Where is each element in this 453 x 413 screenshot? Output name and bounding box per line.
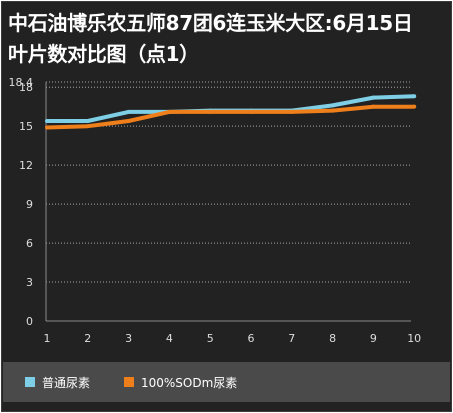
chart-title-line-2: 叶片数对比图（点1） xyxy=(8,42,199,66)
data-point-series-2-9 xyxy=(371,104,376,109)
y-tick-label-4: 12 xyxy=(19,159,33,172)
x-tick-label-8: 8 xyxy=(329,332,336,345)
legend-item-series-1: 普通尿素 xyxy=(25,375,91,390)
data-point-series-2-6 xyxy=(249,109,253,114)
x-tick-label-10: 10 xyxy=(407,332,421,345)
y-tick-label-6: 18 xyxy=(19,81,33,94)
legend-label-series-1: 普通尿素 xyxy=(42,375,91,390)
data-point-series-1-2 xyxy=(85,118,90,123)
y-tick-label-1: 3 xyxy=(26,276,33,289)
data-point-series-2-2 xyxy=(85,124,90,129)
data-point-series-1-10 xyxy=(412,94,417,99)
gridlines xyxy=(46,81,411,283)
chart-title: 中石油博乐农五师87团6连玉米大区:6月15日 叶片数对比图（点1） xyxy=(8,8,448,70)
legend-swatch-series-2 xyxy=(124,377,134,387)
y-tick-label-0: 0 xyxy=(26,315,33,328)
x-tick-label-9: 9 xyxy=(370,332,377,345)
y-tick-label-3: 9 xyxy=(26,198,33,211)
y-tick-label-2: 6 xyxy=(26,237,33,250)
y-tick-label-5: 15 xyxy=(19,120,33,133)
data-point-series-2-1 xyxy=(45,125,49,130)
series-line-2 xyxy=(46,104,415,130)
data-point-series-1-8 xyxy=(330,103,335,108)
x-tick-label-7: 7 xyxy=(288,332,295,345)
x-tick-label-6: 6 xyxy=(248,332,255,345)
legend-swatch-series-1 xyxy=(25,377,35,387)
data-point-series-2-8 xyxy=(330,108,335,113)
data-point-series-2-3 xyxy=(126,118,131,123)
data-point-series-2-10 xyxy=(412,104,417,109)
data-point-series-2-5 xyxy=(208,109,213,114)
chart-title-line-1: 中石油博乐农五师87团6连玉米大区:6月15日 xyxy=(8,11,413,35)
x-tick-label-2: 2 xyxy=(84,332,91,345)
data-point-series-2-4 xyxy=(167,109,172,114)
data-point-series-1-9 xyxy=(371,95,376,100)
legend-item-series-2: 100%SODm尿素 xyxy=(124,375,238,390)
x-tick-label-1: 1 xyxy=(44,332,51,345)
data-point-series-1-1 xyxy=(45,118,49,123)
legend: 普通尿素 100%SODm尿素 xyxy=(3,362,450,402)
data-point-series-1-3 xyxy=(126,109,131,114)
x-tick-label-5: 5 xyxy=(207,332,214,345)
y-tick-label-7: 18.4 xyxy=(9,76,34,89)
x-tick-label-4: 4 xyxy=(166,332,173,345)
data-point-series-2-7 xyxy=(289,109,294,114)
x-tick-label-3: 3 xyxy=(125,332,132,345)
legend-label-series-2: 100%SODm尿素 xyxy=(141,375,238,390)
series-lines xyxy=(45,94,417,130)
